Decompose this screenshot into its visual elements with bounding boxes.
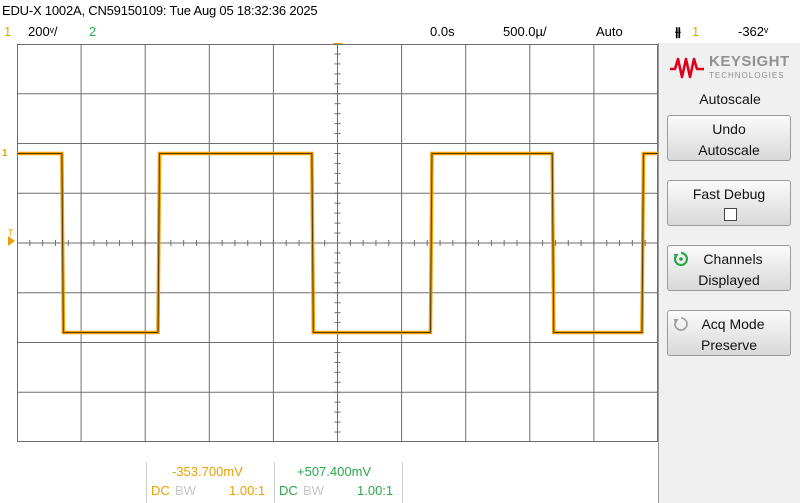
- channel-1-trace: [17, 151, 658, 335]
- undo-autoscale-button[interactable]: Undo Autoscale: [667, 115, 791, 161]
- ch2-info[interactable]: +507.400mV DC BW 1.00:1: [274, 462, 402, 503]
- channels-displayed-button[interactable]: Channels Displayed: [667, 245, 791, 291]
- ch2-number[interactable]: 2: [89, 24, 97, 39]
- ch2-coupling: DC: [279, 483, 298, 498]
- instrument-title: EDU-X 1002A, CN59150109: Tue Aug 05 18:3…: [2, 3, 318, 18]
- ch1-info[interactable]: -353.700mV DC BW 1.00:1: [146, 462, 274, 503]
- trigger-level[interactable]: -362ᵛ: [738, 24, 769, 39]
- title-bar: EDU-X 1002A, CN59150109: Tue Aug 05 18:3…: [0, 0, 800, 22]
- ch1-probe: 1.00:1: [229, 483, 266, 498]
- menu-title: Autoscale: [699, 91, 761, 107]
- acq-mode-button[interactable]: Acq Mode Preserve: [667, 310, 791, 356]
- timebase[interactable]: 500.0µ/: [503, 24, 547, 39]
- ch1-offset: -353.700mV: [172, 464, 243, 479]
- softkey-label: Acq Mode: [701, 316, 765, 332]
- softkey-panel: KEYSIGHT TECHNOLOGIES Autoscale Undo Aut…: [658, 43, 800, 503]
- fast-debug-button[interactable]: Fast Debug: [667, 180, 791, 226]
- softkey-label: Fast Debug: [692, 186, 766, 202]
- trigger-level-label: T: [8, 228, 14, 238]
- waveform-display[interactable]: [17, 44, 658, 442]
- trigger-level-marker[interactable]: [8, 236, 15, 246]
- softkey-label: Channels: [703, 251, 763, 267]
- time-delay[interactable]: 0.0s: [430, 24, 455, 39]
- softkey-label: Preserve: [700, 337, 758, 353]
- trigger-mode[interactable]: Auto: [596, 24, 623, 39]
- brand-name: KEYSIGHT: [709, 53, 790, 70]
- status-bar: 1 200ᵛ/ 2 0.0s 500.0µ/ Auto ⫵ 1 -362ᵛ: [0, 22, 800, 42]
- graticule: [17, 44, 658, 442]
- ch1-bw-limit: BW: [175, 483, 196, 498]
- ch1-ground-marker[interactable]: 1: [2, 148, 8, 159]
- rotate-knob-icon: [673, 317, 688, 331]
- ch2-offset: +507.400mV: [297, 464, 372, 479]
- keysight-logo: KEYSIGHT TECHNOLOGIES: [667, 51, 793, 85]
- ch1-coupling: DC: [151, 483, 170, 498]
- softkey-label: Autoscale: [698, 142, 760, 158]
- channel-info-bar: -353.700mV DC BW 1.00:1 +507.400mV DC BW…: [0, 462, 660, 503]
- softkey-label: Displayed: [698, 272, 760, 288]
- softkey-label: Undo: [712, 121, 746, 137]
- trigger-source[interactable]: 1: [692, 24, 700, 39]
- info-divider: [402, 462, 403, 503]
- fast-debug-checkbox[interactable]: [724, 208, 737, 221]
- graticule-and-trace: [17, 44, 658, 442]
- rotate-knob-icon: [673, 251, 689, 267]
- ch1-waveform-core: [17, 152, 658, 334]
- keysight-wave-icon: [670, 57, 704, 79]
- brand-subtitle: TECHNOLOGIES: [709, 71, 785, 80]
- ch2-bw-limit: BW: [303, 483, 324, 498]
- ch1-scale[interactable]: 200ᵛ/: [28, 24, 58, 39]
- rising-edge-icon: ⫵: [675, 24, 681, 39]
- ch1-number[interactable]: 1: [4, 24, 12, 39]
- ch2-probe: 1.00:1: [357, 483, 394, 498]
